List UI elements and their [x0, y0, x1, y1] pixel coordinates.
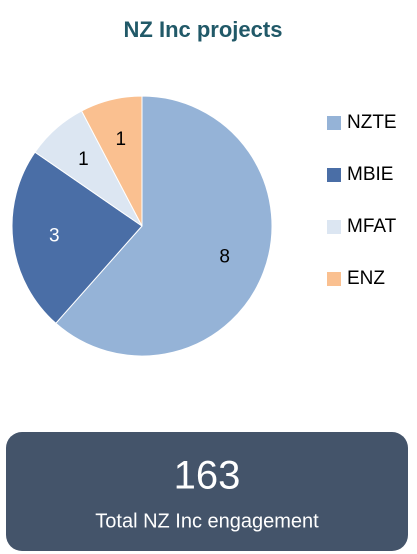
legend-label: ENZ — [347, 268, 385, 289]
summary-value: 163 — [174, 454, 241, 498]
pie-slice — [80, 95, 143, 227]
data-label: 1 — [116, 129, 127, 150]
legend-swatch — [327, 168, 341, 182]
summary-box — [6, 432, 408, 551]
chart-title: NZ Inc projects — [124, 17, 283, 42]
legend-swatch — [327, 116, 341, 130]
pie-slice — [11, 151, 143, 325]
summary-label: Total NZ Inc engagement — [95, 510, 319, 532]
data-label: 3 — [49, 226, 60, 247]
data-label: 1 — [78, 149, 89, 170]
legend-label: NZTE — [347, 112, 397, 133]
pie-slice — [55, 95, 273, 357]
legend-label: MBIE — [347, 164, 393, 185]
legend-label: MFAT — [347, 216, 397, 237]
data-label: 8 — [219, 246, 230, 267]
legend-swatch — [327, 272, 341, 286]
legend-swatch — [327, 220, 341, 234]
